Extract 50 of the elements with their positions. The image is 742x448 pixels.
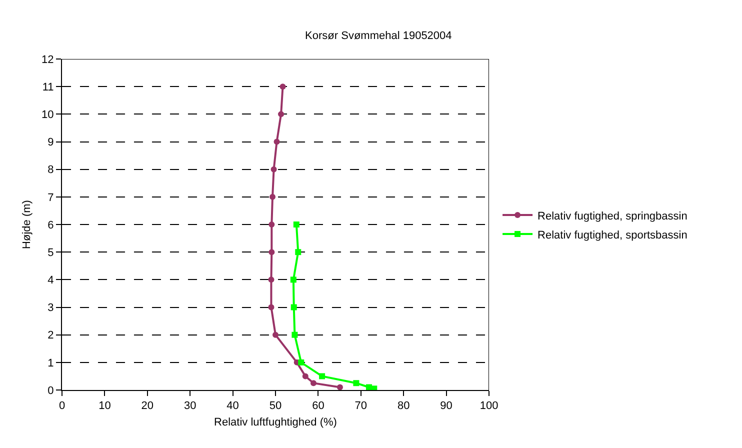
point: [302, 373, 308, 380]
point: [278, 111, 284, 118]
y-tick-label: 0: [48, 384, 54, 397]
point: [336, 384, 343, 390]
y-tick-label: 1: [48, 357, 54, 370]
point: [290, 304, 297, 310]
y-tick-label: 7: [48, 192, 54, 204]
y-tick-label: 8: [48, 164, 54, 176]
x-tick-label: 20: [141, 400, 154, 412]
y-tick-label: 9: [48, 136, 54, 149]
y-tick-label: 12: [42, 54, 54, 66]
point: [290, 276, 296, 283]
chart-title: Korsør Svømmehal 19052004: [305, 30, 452, 42]
point: [270, 194, 276, 200]
x-tick-label: 40: [226, 400, 239, 412]
point: [268, 249, 275, 256]
point: [268, 304, 274, 310]
y-tick-label: 10: [42, 109, 54, 122]
point: [280, 84, 286, 90]
x-tick-label: 100: [480, 400, 498, 412]
point: [268, 222, 275, 228]
x-tick-label: 50: [269, 400, 282, 412]
x-tick-label: 30: [184, 400, 196, 412]
x-tick-label: 0: [58, 400, 66, 412]
y-tick-label: 2: [48, 330, 54, 342]
x-axis-title: Relativ luftfughtighed (%): [214, 416, 337, 428]
point: [298, 359, 304, 366]
point: [268, 276, 274, 283]
x-tick-label: 70: [354, 400, 368, 412]
point: [293, 222, 300, 228]
x-tick-label: 60: [312, 400, 324, 412]
y-tick-label: 11: [42, 81, 54, 94]
point: [319, 373, 326, 380]
point: [310, 380, 316, 386]
point: [272, 332, 278, 338]
x-tick-label: 80: [397, 400, 410, 412]
y-axis-title: Højde (m): [21, 200, 34, 249]
y-tick-label: 6: [48, 219, 54, 232]
point: [274, 138, 280, 145]
x-tick-label: 90: [440, 400, 452, 412]
y-tick-label: 4: [48, 274, 54, 287]
y-tick-label: 5: [48, 246, 54, 259]
legend-label: Relativ fugtighed, sportsbassin: [538, 229, 688, 242]
x-tick-label: 10: [98, 400, 111, 412]
point: [353, 380, 360, 386]
point: [295, 249, 302, 256]
point: [270, 166, 277, 172]
point: [292, 332, 298, 338]
y-tick-label: 3: [48, 302, 54, 314]
legend-label: Relativ fugtighed, springbassin: [538, 210, 688, 222]
